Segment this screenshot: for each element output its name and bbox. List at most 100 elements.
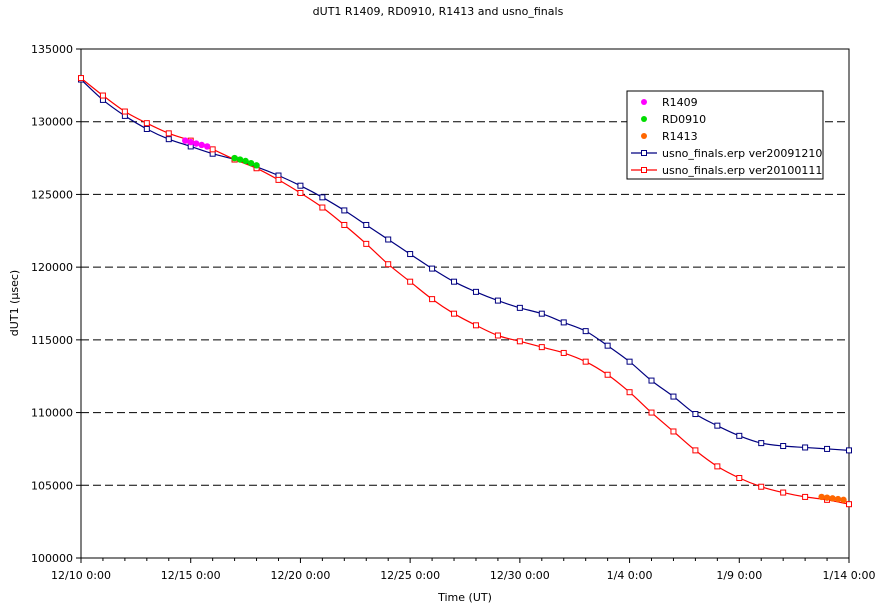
- legend-label: RD0910: [662, 113, 706, 126]
- data-point: [203, 143, 211, 150]
- data-point-marker: [516, 304, 523, 311]
- data-point-marker: [780, 443, 787, 450]
- legend-box: [626, 90, 824, 180]
- y-tick-label: 120000: [31, 261, 73, 274]
- data-point-marker: [385, 236, 392, 243]
- data-point: [818, 493, 825, 501]
- x-tick-label: 12/10 0:00: [51, 569, 111, 582]
- data-point-marker: [714, 463, 721, 470]
- data-point-marker: [626, 389, 633, 396]
- data-point-marker: [626, 358, 633, 365]
- x-tick-label: 1/9 0:00: [716, 569, 762, 582]
- legend-swatch-marker: [641, 167, 647, 173]
- data-point-marker: [297, 182, 304, 189]
- data-point-marker: [692, 447, 699, 454]
- data-point-marker: [319, 194, 326, 201]
- data-point: [840, 496, 847, 504]
- series-rd0910: [231, 154, 260, 169]
- data-point-marker: [429, 296, 436, 303]
- legend-label: R1409: [662, 96, 698, 109]
- data-point-marker: [560, 349, 567, 356]
- data-point: [231, 154, 238, 162]
- y-tick-label: 125000: [31, 188, 73, 201]
- legend-label: R1413: [662, 130, 698, 143]
- data-point: [236, 156, 244, 163]
- data-point-marker: [648, 377, 655, 384]
- data-point-marker: [802, 444, 809, 451]
- x-tick-label: 12/30 0:00: [490, 569, 550, 582]
- data-point: [182, 137, 189, 144]
- chart-title: dUT1 R1409, RD0910, R1413 and usno_final…: [313, 5, 564, 18]
- series: [78, 75, 852, 508]
- legend-entry: R1413: [641, 130, 698, 143]
- data-point: [253, 162, 260, 169]
- data-point-marker: [275, 176, 282, 183]
- data-point-marker: [560, 319, 567, 326]
- data-point: [187, 138, 194, 146]
- x-tick-label: 12/20 0:00: [270, 569, 330, 582]
- data-point-marker: [736, 432, 743, 439]
- data-point-marker: [692, 411, 699, 418]
- series-usno-finals-erp-ver20091210: [78, 76, 852, 454]
- data-point-marker: [758, 483, 765, 490]
- data-point-marker: [143, 120, 150, 127]
- data-point-marker: [472, 322, 479, 329]
- data-point-marker: [429, 265, 436, 272]
- data-point-marker: [846, 447, 852, 454]
- data-point-marker: [385, 261, 392, 268]
- legend-swatch-point: [641, 116, 647, 122]
- y-tick-label: 100000: [31, 552, 73, 565]
- legend: R1409 RD0910 R1413 usno_finals.erp ver20091…: [626, 90, 824, 180]
- data-point-marker: [824, 445, 831, 452]
- legend-swatch-point: [641, 133, 647, 139]
- plot-area-frame: [80, 48, 850, 559]
- data-point-marker: [670, 428, 677, 435]
- y-tick-label: 115000: [31, 334, 73, 347]
- data-point-marker: [472, 288, 479, 295]
- axes: 100000 105000 110000 115000 120000 125000 1300…: [31, 43, 875, 582]
- data-point-marker: [319, 204, 326, 211]
- data-point-marker: [451, 278, 458, 285]
- data-point-marker: [494, 297, 501, 304]
- data-point-marker: [341, 221, 348, 228]
- legend-label: usno_finals.erp ver20091210: [662, 147, 822, 160]
- data-point-marker: [758, 440, 765, 447]
- data-point-marker: [363, 240, 370, 247]
- legend-swatch-point: [641, 99, 647, 105]
- data-point-marker: [582, 328, 589, 335]
- y-tick-label: 105000: [31, 479, 73, 492]
- data-point-marker: [451, 310, 458, 317]
- data-point-marker: [516, 338, 523, 345]
- data-point-marker: [494, 332, 501, 339]
- data-point-marker: [802, 493, 809, 500]
- y-tick-label: 130000: [31, 116, 73, 129]
- data-point: [834, 495, 842, 503]
- legend-entry: usno_finals.erp ver20100111: [631, 164, 822, 177]
- data-point: [193, 140, 200, 147]
- y-tick-label: 110000: [31, 407, 73, 420]
- data-point-marker: [297, 189, 304, 196]
- data-point-marker: [165, 130, 172, 137]
- data-point-marker: [648, 409, 655, 416]
- data-point-marker: [714, 422, 721, 429]
- data-point-marker: [670, 393, 677, 400]
- legend-label: usno_finals.erp ver20100111: [662, 164, 822, 177]
- data-point-marker: [582, 358, 589, 365]
- data-point: [242, 157, 249, 165]
- data-point-marker: [363, 221, 370, 228]
- data-point-marker: [846, 501, 852, 508]
- data-point-marker: [78, 75, 84, 82]
- data-point-marker: [604, 342, 611, 349]
- data-point-marker: [538, 310, 545, 317]
- series-r1409: [182, 137, 211, 150]
- x-tick-label: 12/15 0:00: [161, 569, 221, 582]
- data-point-marker: [538, 344, 545, 351]
- legend-entry: usno_finals.erp ver20091210: [631, 147, 822, 160]
- legend-entry: R1409: [641, 96, 698, 109]
- data-point: [198, 141, 205, 149]
- legend-swatch-marker: [641, 150, 647, 156]
- y-tick-label: 135000: [31, 43, 73, 56]
- x-tick-label: 12/25 0:00: [380, 569, 440, 582]
- y-axis-title: dUT1 (μsec): [8, 270, 21, 336]
